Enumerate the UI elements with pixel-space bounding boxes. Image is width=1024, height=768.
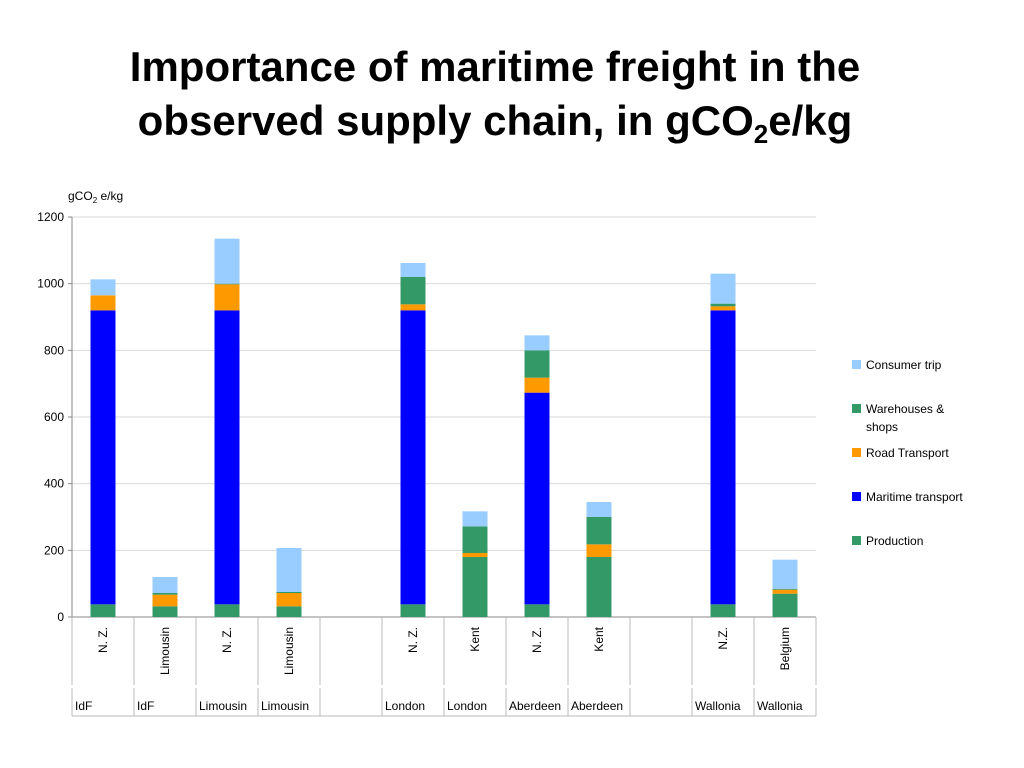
- bars: [90, 238, 798, 617]
- bar-segment: [710, 306, 736, 311]
- bar-segment: [462, 511, 488, 527]
- x-region-label: Aberdeen: [509, 699, 561, 713]
- legend-label: shops: [866, 420, 898, 434]
- bar-segment: [400, 604, 426, 617]
- x-region-label: IdF: [137, 699, 154, 713]
- bar-segment: [400, 310, 426, 605]
- x-region-label: London: [447, 699, 487, 713]
- legend-swatch: [852, 448, 861, 457]
- bar-segment: [524, 350, 550, 378]
- y-tick-label: 200: [44, 543, 64, 557]
- legend-label: Consumer trip: [866, 358, 942, 372]
- bar-segment: [90, 279, 116, 296]
- y-axis-label-subscript: 2: [93, 196, 98, 205]
- bar-segment: [214, 310, 240, 605]
- legend-swatch: [852, 536, 861, 545]
- bar-segment: [214, 283, 240, 285]
- bar-segment: [710, 303, 736, 307]
- bar-segment: [586, 544, 612, 557]
- bar-segment: [524, 604, 550, 617]
- bar-segment: [772, 559, 798, 589]
- chart-title: Importance of maritime freight in the ob…: [0, 40, 990, 148]
- y-axis-label-unit: e/kg: [97, 189, 123, 203]
- bar-segment: [276, 592, 302, 593]
- bar-segment: [276, 548, 302, 592]
- bar-segment: [462, 553, 488, 557]
- x-category-label: Kent: [592, 626, 606, 651]
- bar-segment: [586, 517, 612, 545]
- title-line-2-unit: e/kg: [768, 97, 853, 144]
- x-region-label: London: [385, 699, 425, 713]
- legend-swatch: [852, 360, 861, 369]
- legend-label: Maritime transport: [866, 490, 963, 504]
- bar-segment: [90, 310, 116, 605]
- bar-segment: [586, 502, 612, 517]
- y-tick-label: 400: [44, 477, 64, 491]
- x-category-label: N. Z.: [220, 627, 234, 653]
- bar-segment: [90, 295, 116, 311]
- x-region-label: Limousin: [261, 699, 309, 713]
- bar-segment: [400, 277, 426, 305]
- title-line-2: observed supply chain, in gCO2e/kg: [0, 94, 990, 148]
- y-tick-label: 800: [44, 343, 64, 357]
- bar-segment: [524, 377, 550, 393]
- y-tick-label: 0: [57, 610, 64, 624]
- bar-segment: [152, 577, 178, 593]
- legend-swatch: [852, 404, 861, 413]
- bar-segment: [400, 304, 426, 311]
- bar-segment: [276, 593, 302, 607]
- x-category-label: Limousin: [158, 627, 172, 675]
- bar-segment: [400, 263, 426, 277]
- x-category-label: N. Z.: [96, 627, 110, 653]
- bar-segment: [524, 335, 550, 351]
- bar-segment: [152, 606, 178, 617]
- bar-segment: [152, 594, 178, 607]
- bar-segment: [772, 593, 798, 617]
- x-region-label: Wallonia: [757, 699, 803, 713]
- x-region-label: Aberdeen: [571, 699, 623, 713]
- y-axis-label: gCO2 e/kg: [68, 189, 123, 205]
- y-tick-label: 1000: [37, 277, 64, 291]
- bar-segment: [462, 557, 488, 617]
- x-region-label: Wallonia: [695, 699, 741, 713]
- title-line-1: Importance of maritime freight in the: [129, 43, 861, 90]
- bar-segment: [152, 593, 178, 595]
- bar-segment: [214, 284, 240, 311]
- x-category-label: N. Z.: [406, 627, 420, 653]
- y-tick-label: 600: [44, 410, 64, 424]
- bar-segment: [90, 604, 116, 617]
- legend-label: Warehouses &: [866, 402, 944, 416]
- x-category-label: Belgium: [778, 627, 792, 670]
- bar-segment: [710, 310, 736, 605]
- y-tick-label: 1200: [37, 210, 64, 224]
- bar-segment: [586, 557, 612, 617]
- legend-label: Road Transport: [866, 446, 949, 460]
- x-category-label: N.Z.: [716, 627, 730, 650]
- bar-segment: [214, 604, 240, 617]
- x-category-label: N. Z.: [530, 627, 544, 653]
- legend: Consumer trip Warehouses & shops Road Trans…: [852, 358, 963, 548]
- bar-segment: [710, 604, 736, 617]
- x-category-label: Kent: [468, 626, 482, 651]
- bar-segment: [772, 589, 798, 590]
- gridlines: [72, 216, 816, 618]
- x-category-label: Limousin: [282, 627, 296, 675]
- bar-segment: [276, 606, 302, 617]
- y-axis-label-text: gCO: [68, 189, 93, 203]
- legend-label: Production: [866, 534, 923, 548]
- bar-segment: [214, 238, 240, 284]
- bar-segment: [772, 589, 798, 594]
- x-region-label: Limousin: [199, 699, 247, 713]
- x-axis-labels: N. Z. IdF Limousin IdF N. Z. Limousin Limousin…: [71, 617, 817, 717]
- bar-segment: [710, 273, 736, 304]
- title-subscript: 2: [753, 119, 769, 149]
- bar-segment: [524, 392, 550, 605]
- legend-swatch: [852, 492, 861, 501]
- x-region-label: IdF: [75, 699, 92, 713]
- title-line-2-text: observed supply chain, in gCO: [137, 97, 754, 144]
- bar-segment: [462, 526, 488, 553]
